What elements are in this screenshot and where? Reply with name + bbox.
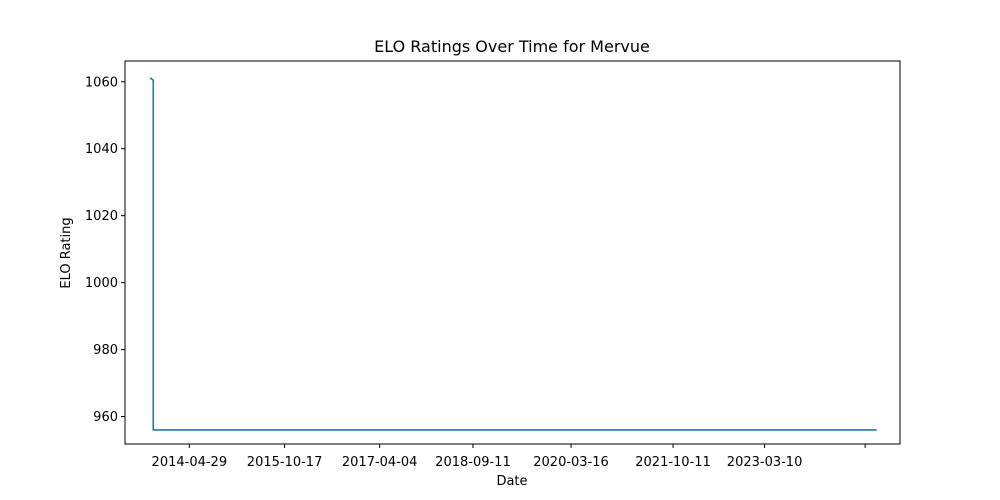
series-layer (149, 77, 877, 431)
y-tick-label: 1000 (85, 276, 118, 291)
y-tick-label: 1020 (85, 209, 118, 224)
x-tick-label: 2018-09-11 (435, 455, 511, 470)
x-tick-label: 2017-04-04 (342, 455, 418, 470)
y-tick-label: 960 (93, 410, 118, 425)
plot-area-frame (124, 60, 901, 445)
y-tick-label: 1060 (85, 75, 118, 90)
x-axis-label: Date (496, 474, 527, 489)
chart-title: ELO Ratings Over Time for Mervue (374, 37, 650, 56)
x-tick-label: 2020-03-16 (533, 455, 609, 470)
x-axis-ticks: 2014-04-29 2015-10-17 2017-04-04 2018-09-11… (152, 444, 866, 470)
series-line-mervue (149, 77, 877, 431)
x-tick-label: 2023-03-10 (727, 455, 803, 470)
x-tick-label: 2015-10-17 (247, 455, 323, 470)
y-tick-label: 1040 (85, 142, 118, 157)
x-tick-label: 2014-04-29 (152, 455, 228, 470)
y-axis-label: ELO Rating (59, 217, 74, 288)
x-tick-label: 2021-10-11 (635, 455, 711, 470)
y-axis-ticks: 960 980 1000 1020 1040 1060 (85, 75, 125, 425)
y-tick-label: 980 (93, 343, 118, 358)
